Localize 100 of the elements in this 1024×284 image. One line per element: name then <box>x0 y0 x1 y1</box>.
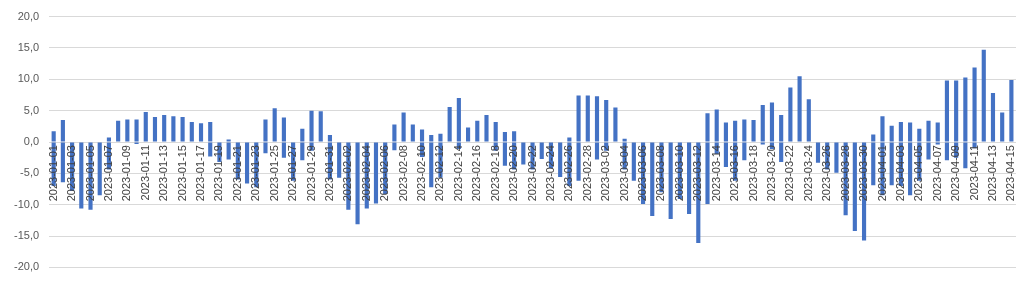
x-tick-label: 2023-01-13 <box>157 145 170 202</box>
y-tick-label: 15,0 <box>17 40 40 53</box>
x-tick-label: 2023-01-21 <box>230 145 243 202</box>
bar <box>539 142 544 159</box>
x-tick-label: 2023-01-19 <box>212 145 225 202</box>
x-tick-label: 2023-03-10 <box>672 145 685 202</box>
x-tick-label: 2023-03-06 <box>636 145 649 202</box>
x-tick-label: 2023-01-01 <box>46 145 59 202</box>
x-tick-label: 2023-04-01 <box>875 145 888 202</box>
x-tick-label: 2023-01-31 <box>322 145 335 202</box>
bar <box>401 112 406 142</box>
bar <box>935 122 940 142</box>
x-tick-label: 2023-02-18 <box>488 145 501 202</box>
bar <box>355 142 360 225</box>
bar <box>852 142 857 232</box>
y-tick-label: -15,0 <box>13 229 40 242</box>
bar <box>815 142 821 163</box>
bar <box>751 120 756 142</box>
y-tick-label: -5,0 <box>20 166 40 179</box>
bar <box>650 142 655 216</box>
x-tick-label: 2023-03-12 <box>691 145 704 202</box>
x-tick-label: 2023-02-24 <box>543 145 556 202</box>
bar <box>152 116 158 142</box>
bar <box>171 116 176 142</box>
bar <box>631 142 636 181</box>
x-tick-label: 2023-01-23 <box>249 145 262 202</box>
bar <box>180 116 185 142</box>
bar <box>466 127 471 142</box>
x-tick-label: 2023-02-22 <box>525 145 538 202</box>
bar <box>79 142 84 209</box>
bar <box>244 142 250 184</box>
bar <box>687 142 692 215</box>
bar <box>981 49 986 142</box>
bar <box>125 119 130 142</box>
bar <box>143 111 148 142</box>
x-tick-label: 2023-01-29 <box>304 145 317 202</box>
bar <box>1009 79 1014 142</box>
bar <box>475 120 480 142</box>
x-tick-label: 2023-01-05 <box>83 145 96 202</box>
x-tick-label: 2023-02-14 <box>451 145 464 202</box>
x-tick-label: 2023-02-08 <box>396 145 409 202</box>
bar <box>760 105 765 142</box>
bar <box>410 124 415 142</box>
x-tick-label: 2023-01-15 <box>175 145 188 202</box>
bar <box>806 99 811 142</box>
x-tick-label: 2023-03-26 <box>820 145 833 202</box>
x-tick-label: 2023-03-28 <box>838 145 851 202</box>
bar <box>189 121 194 142</box>
bar <box>447 106 452 142</box>
x-tick-label: 2023-02-06 <box>378 145 391 202</box>
x-tick-label: 2023-03-04 <box>617 145 630 202</box>
bar <box>272 108 277 142</box>
bar <box>521 142 526 165</box>
x-tick-label: 2023-01-27 <box>286 145 299 202</box>
bar <box>990 93 996 142</box>
x-tick-label: 2023-02-20 <box>507 145 520 202</box>
x-tick-label: 2023-02-26 <box>562 145 575 202</box>
x-tick-label: 2023-01-17 <box>194 145 207 202</box>
x-tick-label: 2023-02-10 <box>415 145 428 202</box>
x-tick-label: 2023-03-16 <box>728 145 741 202</box>
x-tick-label: 2023-01-11 <box>138 145 151 201</box>
x-tick-label: 2023-02-02 <box>341 145 354 202</box>
x-tick-label: 2023-04-05 <box>912 145 925 202</box>
x-tick-label: 2023-04-07 <box>930 145 943 202</box>
bar <box>318 111 323 142</box>
x-tick-label: 2023-03-30 <box>857 145 870 202</box>
x-tick-label: 2023-03-20 <box>765 145 777 202</box>
bar <box>558 142 563 178</box>
y-tick-label: 20,0 <box>17 9 40 22</box>
x-tick-label: 2023-02-28 <box>580 145 593 202</box>
y-tick-label: -20,0 <box>13 260 40 273</box>
x-tick-label: 2023-03-24 <box>801 145 814 202</box>
bar <box>797 76 802 142</box>
x-tick-label: 2023-02-12 <box>433 145 446 202</box>
y-tick-label: -10,0 <box>13 197 40 210</box>
x-tick-label: 2023-04-09 <box>949 145 962 202</box>
y-tick-label: 5,0 <box>23 103 40 116</box>
x-tick-label: 2023-04-03 <box>893 145 906 202</box>
bar <box>484 115 489 142</box>
x-tick-label: 2023-03-18 <box>746 145 759 202</box>
y-tick-label: 10,0 <box>17 72 40 85</box>
x-tick-label: 2023-03-22 <box>783 145 796 202</box>
bar <box>198 123 204 142</box>
x-tick-label: 2023-01-03 <box>65 145 78 202</box>
y-tick-label: 0,0 <box>23 135 40 148</box>
bar <box>613 107 618 142</box>
bar <box>585 95 590 142</box>
bar <box>668 142 673 220</box>
bar <box>226 142 231 160</box>
bar <box>337 142 342 178</box>
x-tick-label: 2023-02-04 <box>359 145 372 202</box>
x-tick-label: 2023-01-25 <box>267 145 280 202</box>
bar <box>97 142 102 196</box>
x-tick-label: 2023-03-08 <box>654 145 667 202</box>
x-tick-label: 2023-03-02 <box>599 145 612 202</box>
x-tick-label: 2023-03-14 <box>709 145 722 202</box>
x-tick-label: 2023-04-13 <box>986 145 999 202</box>
bar <box>162 115 167 142</box>
x-tick-label: 2023-04-11 <box>967 145 980 201</box>
bar <box>134 119 139 142</box>
